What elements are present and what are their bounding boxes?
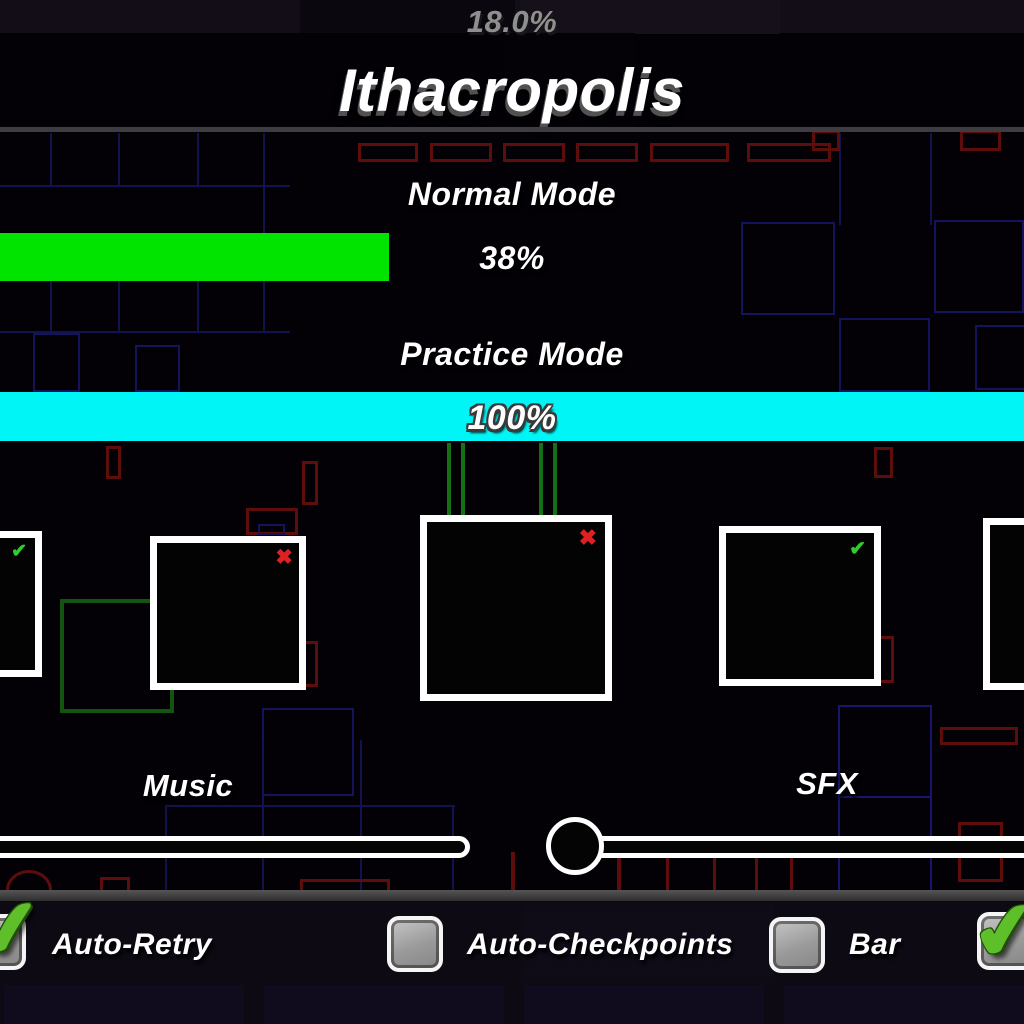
practice-mode-label: Practice Mode bbox=[400, 336, 624, 372]
bar-label: Bar bbox=[849, 928, 901, 961]
bg-red-rect bbox=[302, 461, 318, 505]
sfx-slider-track[interactable] bbox=[581, 836, 1024, 858]
practice-mode-progress-bar bbox=[0, 392, 1024, 441]
bg-line bbox=[262, 740, 264, 890]
bg-red-tick bbox=[617, 847, 621, 890]
bg-square bbox=[839, 318, 930, 392]
bg-red-rect bbox=[106, 446, 121, 479]
bg-green-line bbox=[447, 443, 451, 517]
normal-mode-progress-bar bbox=[0, 233, 390, 281]
level-square-5[interactable] bbox=[983, 518, 1024, 690]
cross-icon: ✖ bbox=[578, 525, 597, 550]
bg-red-rect bbox=[576, 143, 638, 162]
bg-red-rect bbox=[812, 130, 840, 151]
level-square-1[interactable]: ✔ bbox=[0, 531, 42, 677]
bg-red-rect bbox=[874, 447, 893, 478]
sfx-label: SFX bbox=[796, 766, 858, 801]
auto-checkpoints-label: Auto-Checkpoints bbox=[467, 928, 734, 961]
normal-mode-percent: 38% bbox=[479, 240, 545, 276]
music-slider-track[interactable] bbox=[0, 836, 470, 858]
bg-red-rect bbox=[430, 143, 492, 162]
check-icon: ✔ bbox=[11, 541, 27, 562]
bg-green-line bbox=[461, 443, 465, 517]
bg-faint-rect bbox=[524, 985, 764, 1024]
bg-square bbox=[741, 222, 835, 315]
bg-square bbox=[975, 325, 1024, 390]
bg-square bbox=[258, 524, 285, 535]
sfx-slider-knob[interactable] bbox=[546, 817, 604, 875]
bg-red-rect bbox=[358, 143, 418, 162]
level-title: Ithacropolis bbox=[338, 57, 686, 124]
normal-mode-label: Normal Mode bbox=[407, 176, 617, 212]
checkbox-check-icon: ✔ bbox=[967, 884, 1024, 979]
title-divider bbox=[0, 127, 1024, 132]
bg-faint-rect bbox=[524, 905, 774, 977]
options-panel bbox=[0, 901, 1024, 1024]
bg-strip bbox=[300, 0, 515, 33]
music-label: Music bbox=[142, 768, 234, 803]
auto-retry-label: Auto-Retry bbox=[52, 928, 212, 961]
right-edge-checkbox[interactable]: ✔ bbox=[967, 885, 1024, 978]
bg-red-rect bbox=[650, 143, 729, 162]
bg-line bbox=[118, 281, 120, 333]
cross-icon: ✖ bbox=[275, 546, 293, 569]
bg-red-tick bbox=[511, 852, 515, 890]
bg-line bbox=[118, 133, 120, 185]
bg-strip bbox=[520, 0, 780, 34]
bg-green-line bbox=[553, 443, 557, 517]
auto-retry-checkbox[interactable]: ✔ bbox=[0, 883, 47, 976]
level-square-4[interactable]: ✔ bbox=[719, 526, 881, 686]
bg-green-line bbox=[539, 443, 543, 517]
bg-line bbox=[0, 185, 290, 187]
bar-checkbox[interactable] bbox=[769, 917, 825, 973]
bg-square bbox=[33, 333, 80, 392]
bg-square bbox=[934, 220, 1024, 313]
bg-square bbox=[838, 705, 932, 798]
bg-line bbox=[50, 281, 52, 333]
bg-square bbox=[135, 345, 180, 392]
top-progress-percent: 18.0% bbox=[466, 4, 558, 39]
bg-line bbox=[165, 805, 455, 807]
bg-line bbox=[839, 133, 841, 225]
bg-red-rect bbox=[960, 130, 1001, 151]
bg-line bbox=[360, 740, 362, 890]
auto-checkpoints-checkbox[interactable] bbox=[387, 916, 443, 972]
bg-line bbox=[197, 281, 199, 333]
bg-red-rect bbox=[940, 727, 1018, 745]
level-square-3[interactable]: ✖ bbox=[420, 515, 612, 701]
bottom-divider bbox=[0, 890, 1024, 901]
level-square-2[interactable]: ✖ bbox=[150, 536, 306, 690]
bg-faint-rect bbox=[4, 985, 244, 1024]
bg-line bbox=[0, 331, 290, 333]
bg-faint-rect bbox=[264, 985, 504, 1024]
bg-line bbox=[50, 133, 52, 185]
check-icon: ✔ bbox=[849, 538, 866, 560]
bg-line bbox=[930, 133, 932, 225]
bg-red-rect bbox=[747, 143, 831, 162]
bg-faint-rect bbox=[784, 985, 1024, 1024]
bg-red-rect bbox=[503, 143, 565, 162]
practice-mode-percent: 100% bbox=[467, 399, 557, 437]
bg-strip bbox=[505, 33, 635, 128]
bg-line bbox=[197, 133, 199, 185]
